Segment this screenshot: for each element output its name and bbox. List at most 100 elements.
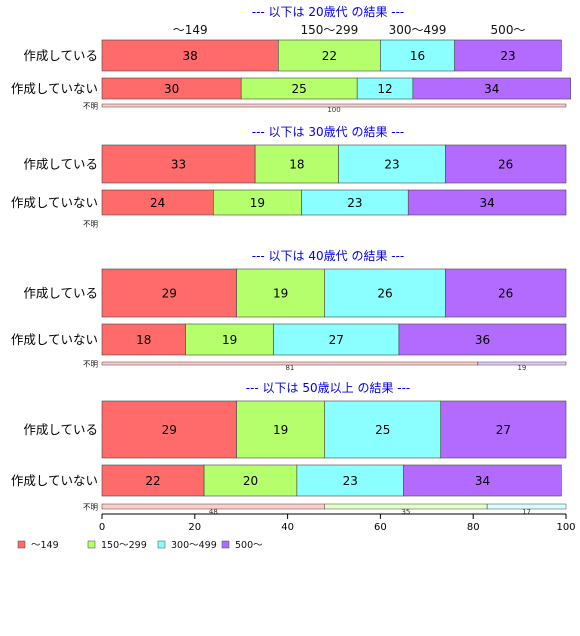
bar-value-label: 16 bbox=[410, 49, 425, 63]
bar-value-label: 23 bbox=[343, 474, 358, 488]
bar-value-label: 19 bbox=[250, 196, 265, 210]
bar-value-label: 26 bbox=[377, 287, 392, 301]
bar-value-label: 34 bbox=[479, 196, 494, 210]
bar-segment-2 bbox=[324, 400, 442, 459]
bar-segment-2 bbox=[338, 144, 446, 184]
legend-swatch-1 bbox=[87, 540, 96, 549]
bar-segment-1 bbox=[236, 268, 326, 318]
bar-value-label: 48 bbox=[209, 508, 218, 516]
category-header-1: 150～299 bbox=[300, 23, 358, 37]
legend-swatch-3 bbox=[221, 540, 230, 549]
legend-label-3: 500～ bbox=[235, 540, 263, 551]
bar-segment-1 bbox=[185, 323, 274, 356]
bar-value-label: 24 bbox=[150, 196, 165, 210]
bar-value-label: 27 bbox=[496, 423, 511, 437]
bar-segment-0 bbox=[101, 103, 567, 108]
bar-segment-2 bbox=[380, 39, 455, 72]
row-label: 作成している bbox=[23, 422, 98, 437]
bar-value-label: 19 bbox=[222, 333, 237, 347]
bar-value-label: 29 bbox=[162, 423, 177, 437]
bar-value-label: 18 bbox=[289, 158, 304, 172]
bar-segment-3 bbox=[445, 144, 567, 184]
bar-value-label: 34 bbox=[484, 82, 499, 96]
legend-label-1: 150～299 bbox=[101, 540, 147, 551]
category-header-2: 300～499 bbox=[389, 23, 447, 37]
bar-value-label: 29 bbox=[162, 287, 177, 301]
bar-segment-1 bbox=[278, 39, 381, 72]
bar-value-label: 38 bbox=[183, 49, 198, 63]
bar-segment-3 bbox=[445, 268, 567, 318]
bar-value-label: 20 bbox=[243, 474, 258, 488]
row-label: 作成していない bbox=[11, 473, 98, 488]
bar-segment-0 bbox=[101, 464, 205, 497]
panel-title-2: --- 以下は 40歳代 の結果 --- bbox=[252, 249, 405, 263]
bar-segment-0 bbox=[101, 268, 237, 318]
bar-value-label: 17 bbox=[522, 508, 531, 516]
bar-value-label: 25 bbox=[375, 423, 390, 437]
bar-value-label: 18 bbox=[136, 333, 151, 347]
row-label: 作成していない bbox=[11, 81, 98, 96]
bar-value-label: 36 bbox=[475, 333, 490, 347]
bar-segment-0 bbox=[101, 400, 237, 459]
category-header-3: 500～ bbox=[491, 23, 526, 37]
x-tick-label: 80 bbox=[467, 522, 480, 533]
row-label: 不明 bbox=[83, 220, 98, 229]
bar-segment-1 bbox=[203, 464, 298, 497]
panel-title-0: --- 以下は 20歳代 の結果 --- bbox=[252, 5, 405, 19]
bar-segment-1 bbox=[236, 400, 326, 459]
x-tick-label: 100 bbox=[556, 522, 575, 533]
legend-swatch-2 bbox=[157, 540, 166, 549]
bar-value-label: 19 bbox=[517, 364, 526, 372]
panel-title-3: --- 以下は 50歳以上 の結果 --- bbox=[246, 381, 411, 395]
x-tick-label: 40 bbox=[281, 522, 294, 533]
x-tick-label: 0 bbox=[99, 522, 105, 533]
bar-segment-3 bbox=[454, 39, 562, 72]
bar-value-label: 33 bbox=[171, 158, 186, 172]
bar-value-label: 23 bbox=[347, 196, 362, 210]
bar-segment-2 bbox=[486, 503, 567, 510]
bar-segment-0 bbox=[101, 189, 214, 216]
bar-segment-3 bbox=[407, 189, 567, 216]
bar-value-label: 23 bbox=[384, 158, 399, 172]
bar-value-label: 12 bbox=[377, 82, 392, 96]
bar-value-label: 30 bbox=[164, 82, 179, 96]
row-label: 作成している bbox=[23, 48, 98, 63]
category-header-0: ～149 bbox=[173, 23, 208, 37]
bar-segment-0 bbox=[101, 323, 186, 356]
row-label: 不明 bbox=[83, 503, 98, 512]
bar-value-label: 27 bbox=[329, 333, 344, 347]
row-label: 作成している bbox=[23, 157, 98, 172]
bar-value-label: 22 bbox=[145, 474, 160, 488]
bar-value-label: 26 bbox=[498, 158, 513, 172]
bar-value-label: 81 bbox=[285, 364, 294, 372]
bar-segment-3 bbox=[398, 323, 567, 356]
bar-value-label: 100 bbox=[327, 106, 340, 114]
bar-segment-3 bbox=[412, 77, 571, 100]
x-tick-label: 20 bbox=[188, 522, 201, 533]
legend-label-2: 300～499 bbox=[171, 540, 217, 551]
bar-segment-2 bbox=[273, 323, 400, 356]
bar-value-label: 19 bbox=[273, 423, 288, 437]
row-label: 作成している bbox=[23, 286, 98, 301]
bar-segment-0 bbox=[101, 144, 256, 184]
x-tick-label: 60 bbox=[374, 522, 387, 533]
bar-value-label: 22 bbox=[322, 49, 337, 63]
legend-swatch-0 bbox=[17, 540, 26, 549]
bar-segment-3 bbox=[440, 400, 567, 459]
bar-value-label: 26 bbox=[498, 287, 513, 301]
row-label: 不明 bbox=[83, 360, 98, 369]
bar-value-label: 19 bbox=[273, 287, 288, 301]
bar-segment-2 bbox=[296, 464, 404, 497]
bar-value-label: 34 bbox=[475, 474, 490, 488]
bar-segment-2 bbox=[301, 189, 409, 216]
bar-value-label: 25 bbox=[292, 82, 307, 96]
row-label: 作成していない bbox=[11, 195, 98, 210]
bar-segment-3 bbox=[403, 464, 562, 497]
bar-segment-2 bbox=[324, 268, 446, 318]
bar-value-label: 35 bbox=[401, 508, 410, 516]
bar-value-label: 23 bbox=[500, 49, 515, 63]
row-label: 作成していない bbox=[11, 332, 98, 347]
panel-title-1: --- 以下は 30歳代 の結果 --- bbox=[252, 125, 405, 139]
row-label: 不明 bbox=[83, 102, 98, 111]
